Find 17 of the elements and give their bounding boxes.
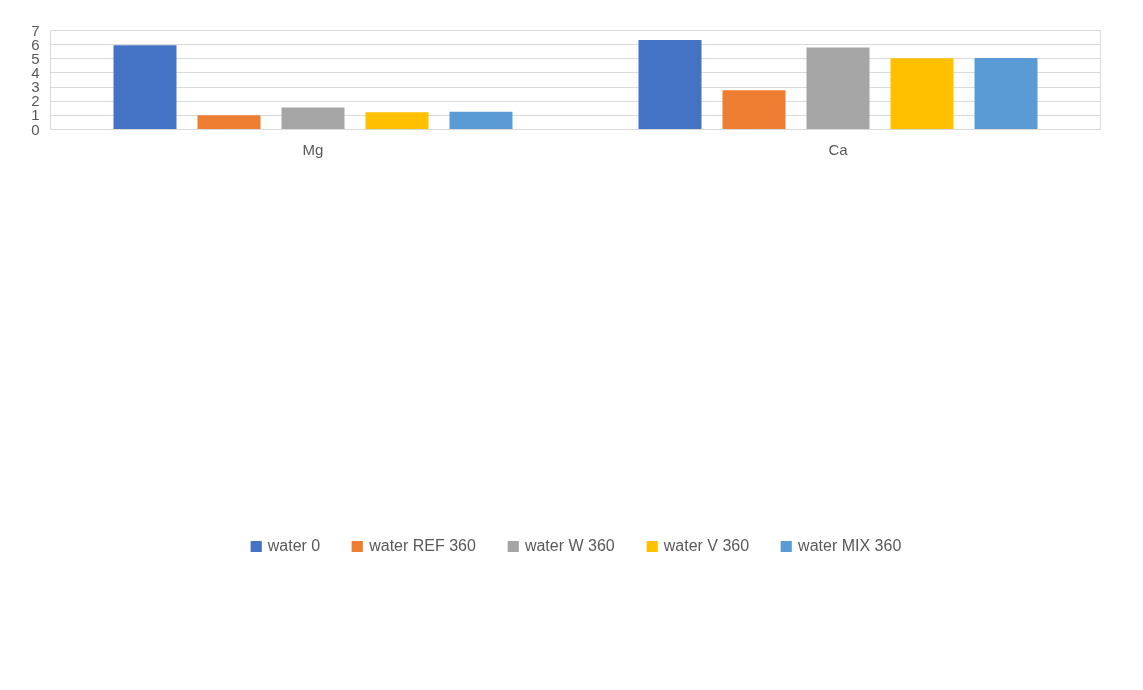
legend-label: water W 360 [524, 536, 615, 555]
x-tick-label: Ca [828, 140, 849, 158]
legend-label: water MIX 360 [798, 536, 902, 555]
bar [974, 57, 1038, 130]
bar [722, 90, 786, 130]
x-tick-label: Mg [302, 140, 324, 158]
bar [449, 111, 513, 130]
legend-label: water V 360 [663, 536, 750, 555]
bar [365, 112, 429, 130]
bar [890, 58, 954, 130]
legend-label: water 0 [267, 536, 321, 555]
bar [806, 47, 870, 130]
bar [638, 40, 702, 130]
legend-label: water REF 360 [369, 536, 476, 555]
bar [113, 45, 177, 130]
bar [197, 115, 261, 130]
bar [281, 107, 345, 130]
